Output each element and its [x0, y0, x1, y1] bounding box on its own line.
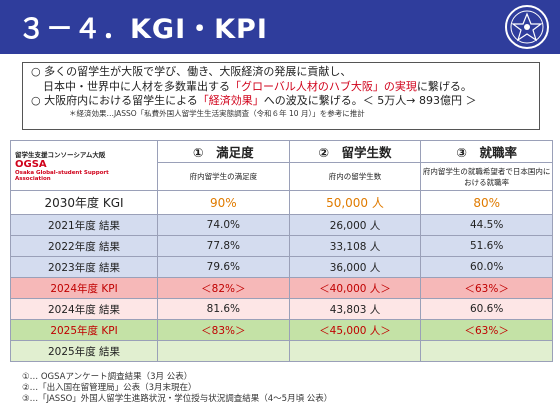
intro-highlight: 「経済効果」	[197, 94, 264, 107]
header-employment: ③ 就職率	[420, 140, 553, 163]
cell-value: 74.0%	[157, 214, 290, 236]
slide-title: ３－４．KGI・KPI	[18, 14, 268, 45]
cell-value: 77.8%	[157, 235, 290, 257]
bullet: ○	[31, 94, 41, 107]
subheader-employment: 府内留学生の就職希望者で日本国内における就職率	[420, 162, 553, 191]
intro-note: ＊経済効果…JASSO「私費外国人留学生生活実態調査（令和６年 10 月）」を参…	[69, 108, 365, 118]
cell-value: 44.5%	[420, 214, 553, 236]
ogsa-english-name: Association	[15, 176, 51, 182]
row-label: 2024年度 KPI	[10, 277, 158, 299]
cell-value: ＜82%＞	[157, 277, 290, 299]
table-row-kpi: 2024年度 KPI ＜82%＞ ＜40,000 人＞ ＜63%＞	[10, 277, 553, 299]
cell-value: 43,803 人	[288, 298, 422, 320]
cell-value	[420, 340, 553, 362]
row-label: 2021年度 結果	[10, 214, 158, 236]
subheader-satisfaction: 府内留学生の満足度	[157, 162, 290, 191]
cell-value: 51.6%	[420, 235, 553, 257]
table-row: 2025年度 結果	[10, 340, 553, 362]
source-note: ③…「JASSO」外国人留学生進路状況・学位授与状況調査結果（4～5月頃 公表）	[22, 394, 333, 404]
table-row: 2023年度 結果 79.6% 36,000 人 60.0%	[10, 256, 553, 278]
ogsa-english-name: Osaka Global-student Support	[15, 170, 109, 176]
ogsa-name: OGSA	[15, 159, 47, 170]
ogsa-label-cell: 留学生支援コンソーシアム大阪 OGSA Osaka Global-student…	[10, 140, 158, 191]
university-seal-icon	[505, 5, 549, 49]
cell-value: 79.6%	[157, 256, 290, 278]
slide-header: ３－４．KGI・KPI	[0, 0, 560, 54]
table-subheader-row: 府内留学生の満足度 府内の留学生数 府内留学生の就職希望者で日本国内における就職…	[11, 162, 553, 191]
cell-value: ＜63%＞	[420, 277, 553, 299]
intro-text: への波及に繋げる。＜ 5万人→ 893億円 ＞	[263, 94, 477, 107]
table-header-row: 留学生支援コンソーシアム大阪 OGSA Osaka Global-student…	[10, 140, 553, 191]
source-note: ①… OGSAアンケート調査結果（3月 公表）	[22, 372, 193, 382]
cell-value: ＜40,000 人＞	[288, 277, 422, 299]
source-notes: ①… OGSAアンケート調査結果（3月 公表） ②…「出入国在留管理局」公表（3…	[22, 372, 542, 405]
intro-line-1b: 日本中・世界中に人材を多数輩出する「グローバル人材のハブ大阪」の実現に繋げる。	[31, 80, 531, 95]
row-label: 2030年度 KGI	[10, 190, 158, 215]
table-row: 2021年度 結果 74.0% 26,000 人 44.5%	[10, 214, 553, 236]
table-row: 2024年度 結果 81.6% 43,803 人 60.6%	[10, 298, 553, 320]
cell-value: 26,000 人	[288, 214, 422, 236]
intro-text: 大阪府内における留学生による	[44, 94, 198, 107]
row-label: 2025年度 KPI	[10, 319, 158, 341]
row-label: 2022年度 結果	[10, 235, 158, 257]
table-row: 2022年度 結果 77.8% 33,108 人 51.6%	[10, 235, 553, 257]
source-note: ②…「出入国在留管理局」公表（3月末現在）	[22, 383, 197, 393]
header-students: ② 留学生数	[288, 140, 422, 163]
subheader-students: 府内の留学生数	[288, 162, 422, 191]
cell-value: 90%	[157, 190, 290, 215]
row-label: 2023年度 結果	[10, 256, 158, 278]
row-label: 2025年度 結果	[10, 340, 158, 362]
intro-box: ○ 多くの留学生が大阪で学び、働き、大阪経済の発展に貢献し、 日本中・世界中に人…	[22, 62, 540, 130]
cell-value: 50,000 人	[288, 190, 422, 215]
row-label: 2024年度 結果	[10, 298, 158, 320]
header-satisfaction: ① 満足度	[157, 140, 290, 163]
intro-highlight: 「グローバル人材のハブ大阪」の実現	[230, 79, 417, 93]
cell-value: 36,000 人	[288, 256, 422, 278]
cell-value: ＜45,000 人＞	[288, 319, 422, 341]
cell-value: 60.6%	[420, 298, 553, 320]
intro-line-1: ○ 多くの留学生が大阪で学び、働き、大阪経済の発展に貢献し、	[31, 65, 531, 80]
ogsa-subtitle: 留学生支援コンソーシアム大阪	[15, 151, 106, 159]
cell-value: 60.0%	[420, 256, 553, 278]
kpi-table: 留学生支援コンソーシアム大阪 OGSA Osaka Global-student…	[10, 140, 553, 362]
intro-text: 多くの留学生が大阪で学び、働き、大阪経済の発展に貢献し、	[44, 65, 352, 78]
intro-line-2: ○ 大阪府内における留学生による「経済効果」への波及に繋げる。＜ 5万人→ 89…	[31, 94, 531, 109]
bullet: ○	[31, 65, 41, 78]
cell-value: ＜83%＞	[157, 319, 290, 341]
table-row-kpi: 2025年度 KPI ＜83%＞ ＜45,000 人＞ ＜63%＞	[10, 319, 553, 341]
cell-value: 33,108 人	[288, 235, 422, 257]
intro-text: 日本中・世界中に人材を多数輩出する	[43, 79, 230, 93]
cell-value	[157, 340, 290, 362]
cell-value: ＜63%＞	[420, 319, 553, 341]
table-row-kgi: 2030年度 KGI 90% 50,000 人 80%	[10, 190, 553, 215]
cell-value: 80%	[420, 190, 553, 215]
cell-value	[288, 340, 422, 362]
intro-text: に繋げる。	[416, 79, 472, 93]
cell-value: 81.6%	[157, 298, 290, 320]
